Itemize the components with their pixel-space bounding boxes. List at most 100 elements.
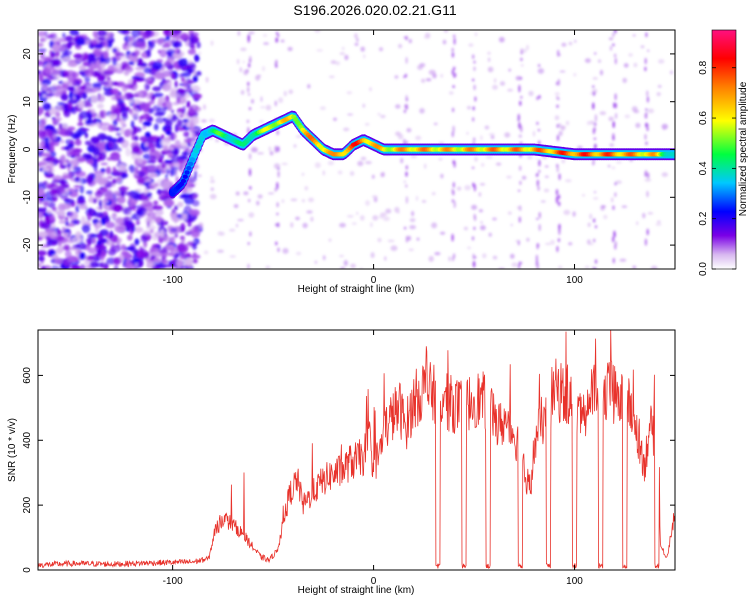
noise-blob bbox=[121, 83, 128, 93]
noise-blob bbox=[120, 95, 127, 101]
noise-blob bbox=[142, 121, 152, 127]
noise-blob bbox=[150, 155, 157, 164]
noise-blob bbox=[440, 173, 444, 179]
colorbar-tick-label: 0.6 bbox=[698, 111, 709, 125]
noise-streak bbox=[536, 262, 539, 269]
noise-blob bbox=[229, 255, 236, 258]
noise-blob bbox=[181, 141, 188, 149]
noise-blob bbox=[248, 212, 255, 218]
noise-blob bbox=[269, 151, 274, 156]
noise-blob bbox=[66, 188, 75, 193]
noise-blob bbox=[474, 156, 478, 162]
noise-blob bbox=[169, 173, 175, 177]
noise-blob bbox=[178, 164, 184, 173]
noise-blob bbox=[554, 115, 560, 121]
noise-blob bbox=[172, 30, 182, 35]
noise-streak bbox=[276, 212, 279, 216]
noise-blob bbox=[262, 66, 265, 72]
snr-y-label: SNR (10 * v/v) bbox=[7, 418, 18, 482]
noise-blob bbox=[47, 209, 52, 215]
noise-blob bbox=[150, 178, 155, 184]
noise-blob bbox=[260, 106, 266, 109]
noise-streak bbox=[519, 205, 522, 212]
noise-blob bbox=[136, 209, 145, 217]
noise-blob bbox=[106, 32, 115, 38]
noise-blob bbox=[194, 182, 197, 185]
noise-blob bbox=[616, 161, 622, 164]
noise-blob bbox=[428, 255, 434, 262]
noise-blob bbox=[186, 64, 194, 69]
noise-blob bbox=[115, 132, 122, 137]
noise-blob bbox=[99, 238, 108, 244]
noise-blob bbox=[176, 126, 186, 131]
noise-blob bbox=[154, 208, 164, 216]
chart-title: S196.2026.020.02.21.G11 bbox=[293, 2, 456, 18]
noise-blob bbox=[150, 251, 159, 256]
noise-streak bbox=[472, 106, 475, 111]
noise-streak bbox=[277, 170, 280, 178]
noise-blob bbox=[67, 126, 76, 131]
noise-blob bbox=[144, 82, 150, 92]
noise-blob bbox=[67, 40, 72, 49]
noise-blob bbox=[185, 231, 193, 236]
noise-blob bbox=[350, 263, 356, 269]
noise-blob bbox=[105, 221, 116, 229]
noise-blob bbox=[198, 222, 204, 229]
noise-blob bbox=[662, 127, 666, 130]
noise-streak bbox=[536, 243, 540, 247]
noise-streak bbox=[556, 124, 559, 128]
noise-blob bbox=[87, 247, 97, 254]
noise-blob bbox=[151, 61, 163, 70]
noise-blob bbox=[468, 43, 474, 47]
noise-blob bbox=[38, 42, 44, 47]
noise-streak bbox=[247, 242, 250, 245]
noise-blob bbox=[143, 146, 151, 150]
noise-blob bbox=[488, 232, 492, 237]
noise-blob bbox=[111, 191, 121, 195]
noise-blob bbox=[79, 66, 87, 71]
noise-blob bbox=[69, 159, 78, 165]
noise-streak bbox=[538, 95, 541, 99]
snr-series-line bbox=[38, 330, 675, 569]
noise-blob bbox=[50, 265, 60, 269]
ridge-core bbox=[180, 178, 187, 184]
noise-blob bbox=[46, 110, 50, 117]
noise-streak bbox=[614, 192, 617, 198]
noise-blob bbox=[302, 222, 308, 229]
noise-blob bbox=[43, 129, 53, 137]
snr-plot-area bbox=[38, 330, 675, 570]
noise-blob bbox=[467, 106, 472, 110]
noise-blob bbox=[487, 66, 494, 73]
noise-blob bbox=[73, 166, 80, 170]
noise-blob bbox=[103, 50, 109, 59]
noise-blob bbox=[195, 71, 202, 76]
noise-blob bbox=[371, 195, 378, 199]
noise-blob bbox=[387, 239, 395, 243]
noise-blob bbox=[251, 147, 258, 153]
noise-blob bbox=[100, 254, 105, 262]
noise-blob bbox=[38, 106, 44, 115]
noise-streak bbox=[453, 37, 456, 45]
noise-blob bbox=[117, 158, 122, 164]
noise-blob bbox=[75, 171, 86, 178]
noise-blob bbox=[242, 60, 245, 64]
noise-blob bbox=[61, 50, 73, 56]
noise-streak bbox=[520, 48, 523, 55]
noise-blob bbox=[61, 226, 65, 232]
noise-blob bbox=[278, 97, 284, 104]
noise-blob bbox=[121, 139, 129, 149]
noise-streak bbox=[647, 49, 650, 52]
noise-blob bbox=[370, 222, 373, 228]
noise-blob bbox=[290, 222, 294, 228]
noise-blob bbox=[127, 246, 136, 251]
noise-blob bbox=[51, 37, 62, 44]
noise-blob bbox=[56, 86, 64, 95]
noise-blob bbox=[487, 57, 491, 62]
noise-blob bbox=[561, 158, 566, 164]
noise-streak bbox=[471, 166, 475, 169]
noise-streak bbox=[451, 199, 455, 203]
noise-blob bbox=[424, 163, 427, 169]
noise-blob bbox=[354, 33, 358, 39]
noise-blob bbox=[339, 52, 346, 55]
noise-blob bbox=[160, 219, 164, 228]
